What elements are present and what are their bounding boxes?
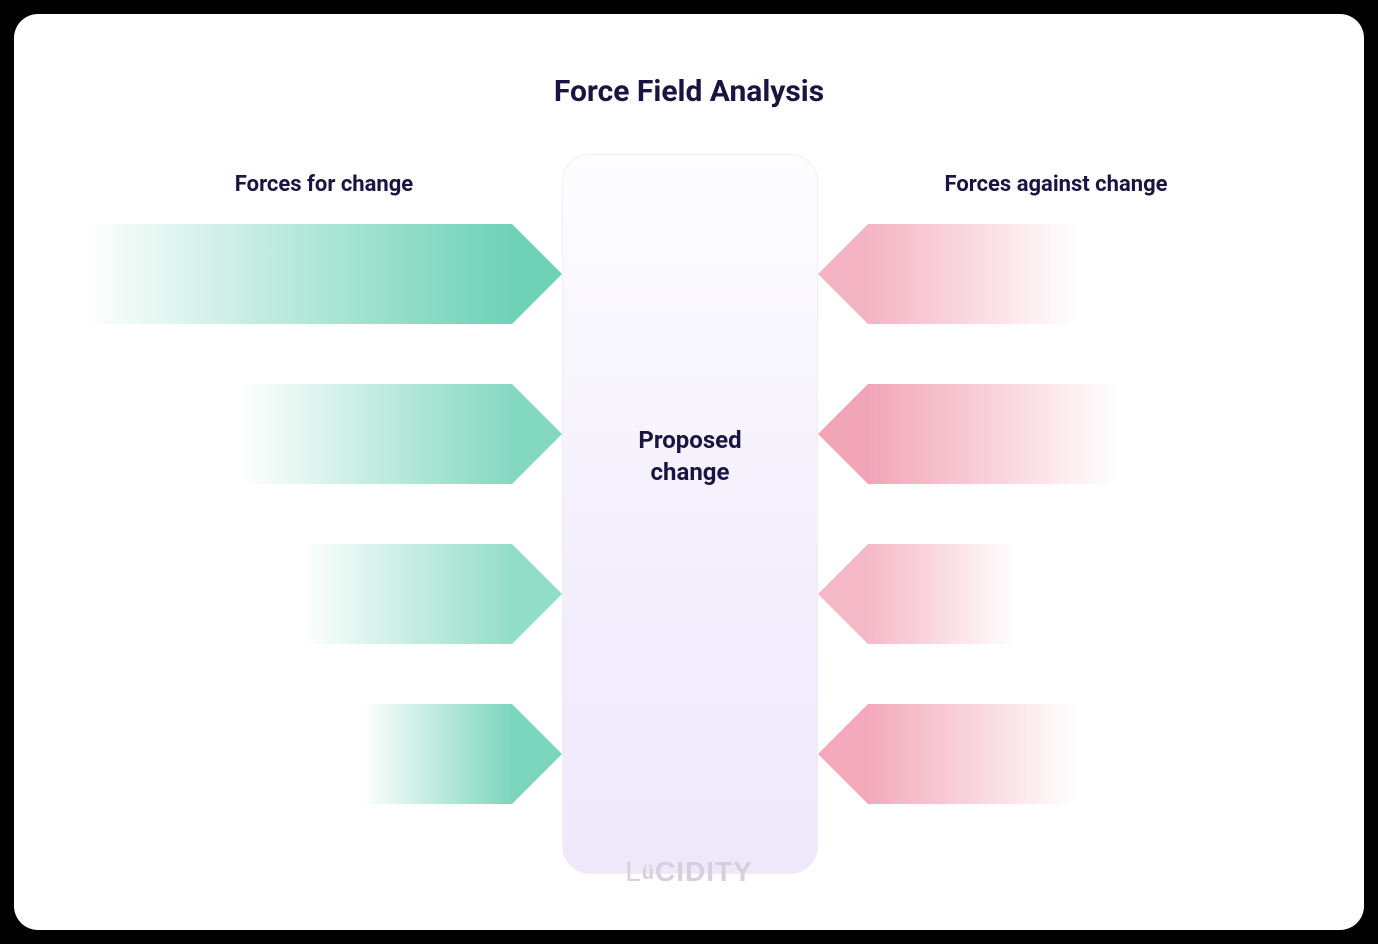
- diagram-card: Force Field Analysis Forces for change F…: [14, 14, 1364, 930]
- center-label: Proposedchange: [638, 424, 741, 489]
- diagram-title: Force Field Analysis: [14, 74, 1364, 109]
- for-arrow: [82, 224, 562, 324]
- against-arrow: [818, 704, 1078, 804]
- against-arrow: [818, 544, 1018, 644]
- for-arrow: [362, 704, 562, 804]
- against-arrow: [818, 224, 1078, 324]
- forces-against-header: Forces against change: [836, 172, 1276, 197]
- against-arrow: [818, 384, 1118, 484]
- center-panel: Proposedchange: [562, 154, 818, 874]
- forces-for-header: Forces for change: [104, 172, 544, 197]
- for-arrow: [242, 384, 562, 484]
- for-arrow: [302, 544, 562, 644]
- watermark: LüCIDITY: [14, 856, 1364, 888]
